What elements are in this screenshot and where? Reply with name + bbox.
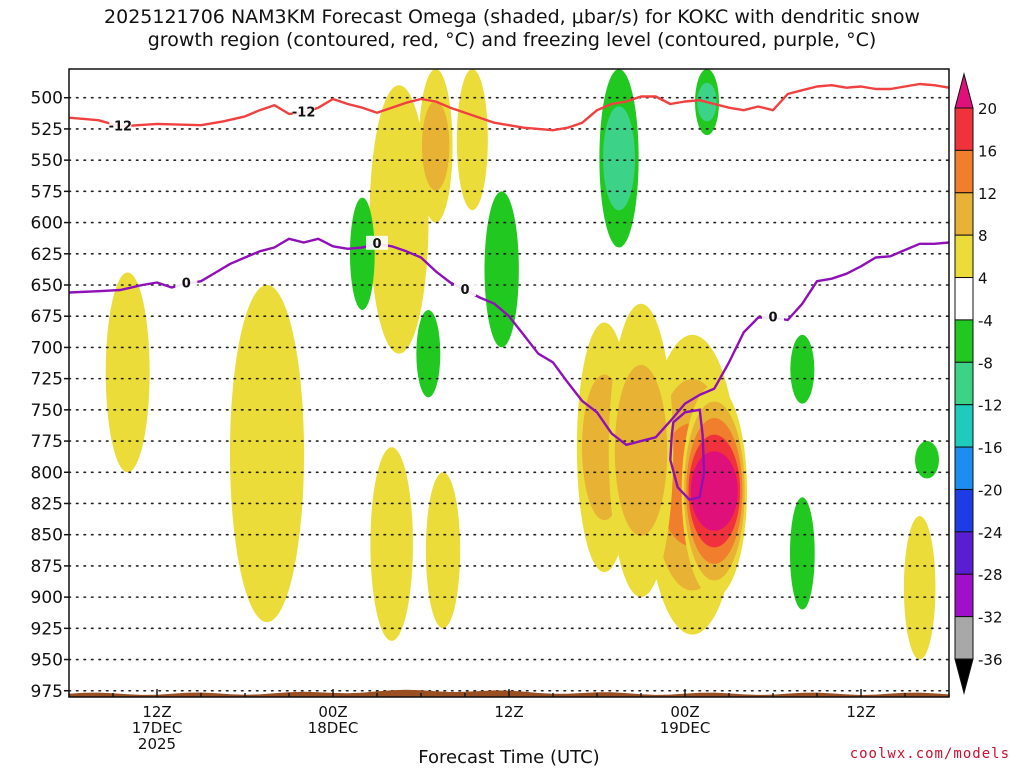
contour-label-bg-0-0: [109, 118, 132, 133]
y-tick-label-525: 525: [31, 120, 63, 140]
y-tick-label-725: 725: [31, 370, 63, 390]
y-tick-label-750: 750: [31, 401, 63, 421]
colorbar-label-11: -28: [978, 566, 1003, 584]
colorbar-bin-7: [954, 404, 974, 448]
omega-cell-14-level-0: [915, 441, 939, 479]
y-tick-label-850: 850: [31, 526, 63, 546]
x-tick-label-1-0: 00Z: [318, 703, 347, 721]
omega-cell-1-level-1: [421, 100, 450, 191]
colorbar-label-5: -4: [978, 312, 993, 330]
y-tick-label-700: 700: [31, 338, 63, 358]
contour-label-1-3: 0: [768, 310, 777, 325]
colorbar-bin-3: [954, 234, 974, 279]
omega-cell-3-level-1: [603, 106, 635, 211]
omega-cell-15-level-0: [105, 272, 150, 473]
colorbar-label-8: -16: [978, 439, 1003, 457]
colorbar-label-6: -8: [978, 354, 993, 372]
y-tick-label-900: 900: [31, 588, 63, 608]
x-tick-label-0-2: 2025: [138, 735, 176, 753]
plot-area-background: [69, 69, 949, 697]
freezing-level-island: [669, 408, 706, 502]
y-tick-label-675: 675: [31, 307, 63, 327]
colorbar-label-10: -24: [978, 524, 1003, 542]
omega-cell-11-level-0: [416, 309, 441, 398]
y-tick-label-875: 875: [31, 557, 63, 577]
omega-cell-13-level-0: [789, 497, 815, 610]
title-line-1: 2025121706 NAM3KM Forecast Omega (shaded…: [104, 6, 920, 28]
colorbar: 20 16 12 8 4 -4 -8 -12 -16 -20 -24 -28 -32 -36: [954, 72, 1003, 695]
colorbar-label-13: -36: [978, 651, 1003, 669]
colorbar-label-0: 20: [978, 100, 997, 118]
contour-label-bg-1-3: [762, 309, 784, 324]
y-tick-label-650: 650: [31, 276, 63, 296]
omega-cell-8-level-1: [614, 364, 668, 536]
x-tick-label-2-0: 12Z: [494, 703, 523, 721]
omega-cell-0-level-0: [369, 85, 429, 354]
contour-label-1-2: 0: [460, 283, 469, 298]
contour-label-0-1: -12: [292, 106, 316, 121]
colorbar-bin-2: [954, 192, 974, 236]
omega-cell-6-level-5: [693, 467, 736, 515]
colorbar-bin-5: [954, 319, 974, 363]
x-axis-label: Forecast Time (UTC): [418, 747, 600, 768]
x-tick-label-4-0: 12Z: [846, 703, 875, 721]
colorbar-bin-0: [954, 107, 974, 151]
y-tick-label-625: 625: [31, 245, 63, 265]
title-line-2: growth region (contoured, red, °C) and f…: [147, 29, 877, 51]
colorbar-label-4: 4: [978, 270, 988, 288]
x-tick-label-3-1: 19DEC: [660, 719, 711, 737]
colorbar-bin-1: [954, 149, 974, 194]
contour-label-bg-1-0: [175, 275, 198, 290]
colorbar-bin-12: [954, 616, 974, 660]
contour-label-0-0: -12: [109, 119, 133, 134]
colorbar-label-12: -32: [978, 609, 1003, 627]
contour-label-1-1: 0: [372, 237, 381, 252]
contour-label-bg-1-1: [366, 235, 388, 250]
y-tick-label-550: 550: [31, 151, 63, 171]
pressure-axis: 500 525 550 575 600 625 650 675 700 725 750 775 800 8…: [31, 89, 69, 702]
x-tick-label-0-0: 12Z: [142, 703, 171, 721]
colorbar-bin-9: [954, 488, 974, 533]
y-tick-label-600: 600: [31, 214, 63, 234]
y-tick-label-775: 775: [31, 432, 63, 452]
y-tick-label-925: 925: [31, 619, 63, 639]
y-tick-label-575: 575: [31, 182, 63, 202]
colorbar-bottom-triangle: [954, 658, 974, 695]
contour-label-1-0: 0: [182, 277, 191, 292]
colorbar-label-2: 12: [978, 185, 997, 203]
omega-cell-17-level-0: [370, 447, 413, 641]
colorbar-bin-8: [954, 446, 974, 490]
y-tick-label-825: 825: [31, 494, 63, 514]
colorbar-bin-11: [954, 573, 974, 618]
omega-cell-12-level-0: [790, 334, 815, 404]
contour-label-bg-1-2: [454, 281, 476, 296]
x-tick-label-1-1: 18DEC: [308, 719, 359, 737]
colorbar-bin-6: [954, 361, 974, 406]
contour-layer: -12 -12 0 0 0 0: [69, 82, 949, 502]
colorbar-label-1: 16: [978, 142, 997, 160]
colorbar-label-9: -20: [978, 481, 1003, 499]
contour-line-freezing-level: [69, 237, 949, 446]
omega-cell-9-level-0: [484, 191, 519, 348]
x-tick-label-0-1: 17DEC: [132, 719, 183, 737]
colorbar-bin-10: [954, 531, 974, 575]
omega-cell-19-level-0: [903, 515, 936, 660]
credit-text: coolwx.com/models: [849, 746, 1010, 762]
y-tick-label-950: 950: [31, 651, 63, 671]
contour-line-dgz-minus12: [69, 82, 949, 132]
colorbar-label-3: 8: [978, 227, 988, 245]
omega-cell-16-level-0: [229, 284, 305, 623]
y-tick-label-975: 975: [31, 682, 63, 702]
omega-cell-18-level-0: [425, 472, 461, 629]
colorbar-label-7: -12: [978, 397, 1003, 415]
x-tick-label-3-0: 00Z: [670, 703, 699, 721]
colorbar-top-triangle: [954, 72, 974, 109]
y-tick-label-800: 800: [31, 463, 63, 483]
contour-label-bg-0-1: [292, 104, 315, 119]
omega-cell-2-level-0: [456, 69, 488, 211]
y-tick-label-500: 500: [31, 89, 63, 109]
colorbar-bin-4: [954, 277, 974, 321]
